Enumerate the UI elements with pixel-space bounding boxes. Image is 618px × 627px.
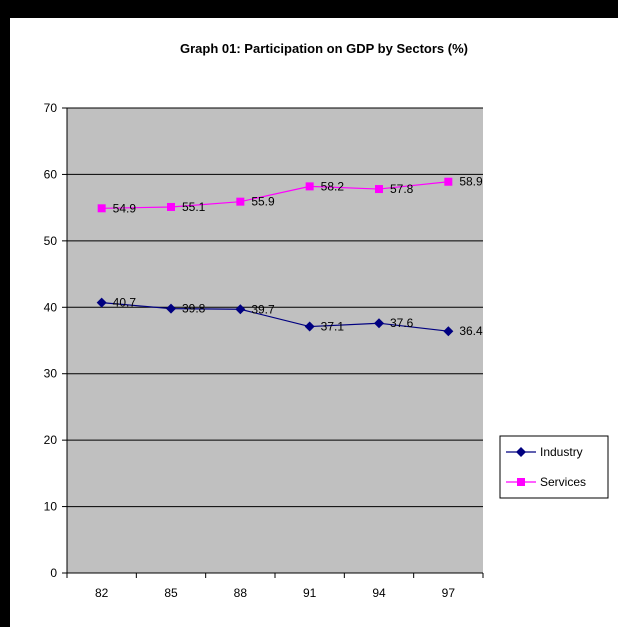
y-tick-label: 70 [44, 101, 58, 115]
y-tick-label: 0 [50, 566, 57, 580]
line-chart: Graph 01: Participation on GDP by Sector… [44, 41, 609, 600]
industry-point [96, 297, 107, 308]
y-tick-label: 40 [44, 300, 58, 314]
industry-point [166, 303, 176, 314]
gridlines [67, 107, 483, 508]
y-tick-label: 30 [44, 367, 58, 381]
services-data-label: 58.9 [459, 175, 483, 189]
services-data-label: 57.8 [390, 182, 414, 196]
x-tick-label: 82 [95, 586, 109, 600]
services-data-label: 55.1 [182, 200, 206, 214]
legend-marker-services [517, 478, 525, 486]
legend-marker-industry [516, 447, 526, 457]
industry-point [374, 318, 384, 329]
industry-data-label: 39.7 [251, 302, 275, 316]
industry-line [101, 302, 449, 332]
services-point [97, 204, 106, 213]
services-data-label: 55.9 [251, 195, 275, 209]
industry-data-label: 40.7 [113, 296, 137, 310]
chart-title: Graph 01: Participation on GDP by Sector… [180, 41, 468, 56]
chart-area: Graph 01: Participation on GDP by Sector… [10, 18, 618, 627]
services-point [375, 185, 383, 194]
x-tick-label: 91 [303, 586, 317, 600]
industry-data-label: 39.8 [182, 302, 206, 316]
legend-label-industry: Industry [540, 445, 583, 459]
industry-point [443, 326, 454, 337]
y-tick-label: 20 [44, 433, 58, 447]
services-point [236, 197, 245, 206]
industry-data-label: 37.1 [321, 320, 345, 334]
industry-point [304, 321, 315, 332]
y-tick-label: 10 [44, 500, 58, 514]
x-axis-ticks: 82 85 88 91 94 97 [66, 573, 484, 600]
x-tick-label: 97 [442, 586, 456, 600]
services-point [167, 202, 175, 211]
industry-data-label: 37.6 [390, 316, 414, 330]
x-tick-label: 85 [164, 586, 178, 600]
x-tick-label: 94 [372, 586, 386, 600]
services-line [101, 181, 449, 209]
legend-box [499, 435, 609, 499]
industry-point [235, 304, 246, 315]
legend: Industry Services [499, 435, 609, 499]
data-labels: 40.7 39.8 39.7 37.1 37.6 36.4 54.9 55.1 55.9 58.2… [113, 175, 483, 338]
services-data-label: 58.2 [321, 179, 345, 193]
y-tick-label: 50 [44, 234, 58, 248]
services-point [305, 182, 314, 191]
legend-label-services: Services [540, 475, 586, 489]
services-data-label: 54.9 [113, 201, 137, 215]
services-point [444, 177, 453, 186]
industry-data-label: 36.4 [459, 324, 483, 338]
y-axis-ticks: 0 10 20 30 40 50 60 70 [44, 101, 67, 580]
y-tick-label: 60 [44, 167, 58, 181]
series-group [96, 177, 454, 337]
plot-area [67, 108, 483, 573]
x-tick-label: 88 [234, 586, 248, 600]
